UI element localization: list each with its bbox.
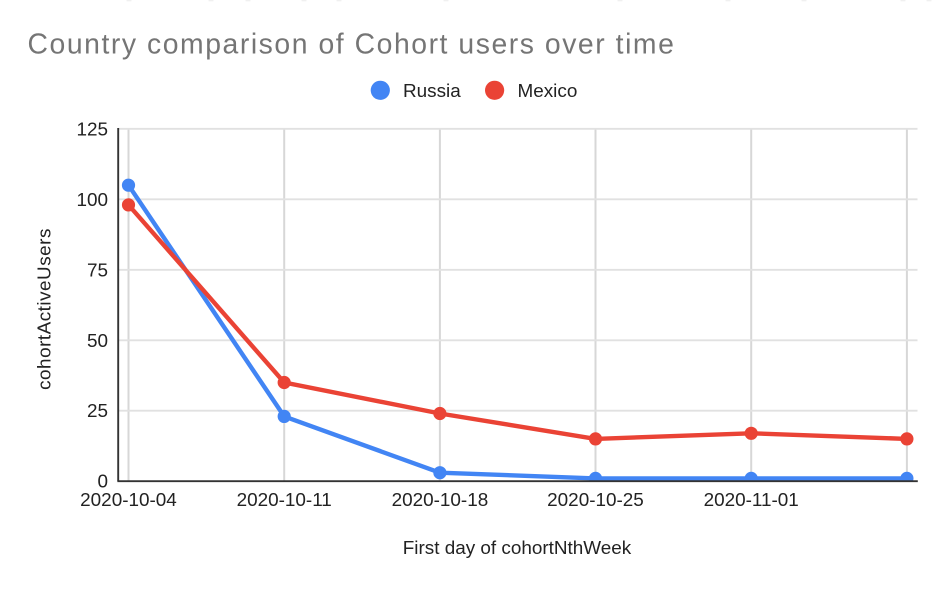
svg-text:75: 75 [87, 260, 108, 281]
svg-text:2020-11-01: 2020-11-01 [704, 490, 799, 511]
svg-text:Russia: Russia [403, 81, 461, 102]
svg-text:cohortActiveUsers: cohortActiveUsers [35, 228, 56, 390]
svg-text:0: 0 [97, 472, 108, 493]
svg-text:2020-10-11: 2020-10-11 [237, 490, 332, 511]
svg-text:25: 25 [87, 401, 108, 422]
svg-text:2020-10-04: 2020-10-04 [80, 490, 177, 511]
svg-text:125: 125 [76, 119, 108, 140]
svg-text:Country comparison of Cohort u: Country comparison of Cohort users over … [28, 29, 676, 61]
svg-text:100: 100 [76, 190, 108, 211]
svg-text:First day of cohortNthWeek: First day of cohortNthWeek [403, 538, 632, 559]
svg-text:Mexico: Mexico [518, 81, 578, 102]
svg-text:50: 50 [87, 331, 108, 352]
svg-text:2020-10-18: 2020-10-18 [392, 490, 489, 511]
svg-text:2020-10-25: 2020-10-25 [547, 490, 644, 511]
